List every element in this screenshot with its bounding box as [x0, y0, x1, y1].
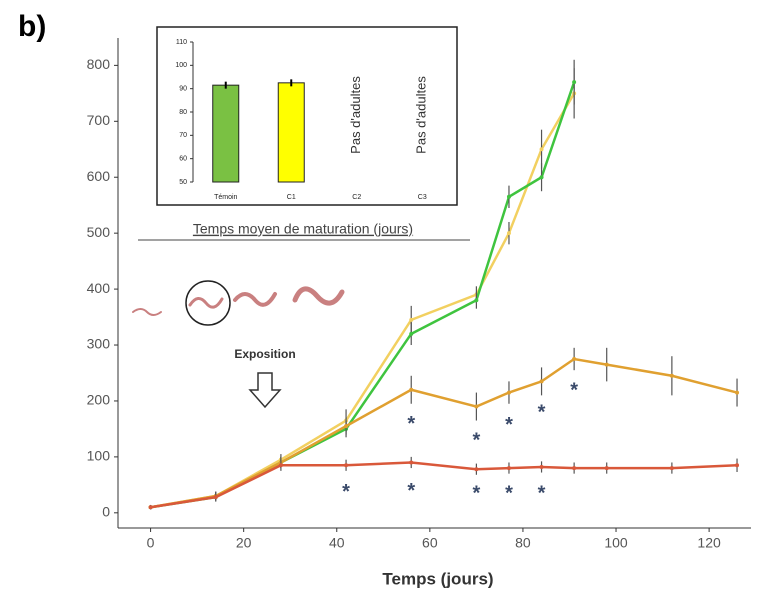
- x-axis-label: Temps (jours): [382, 569, 493, 588]
- significance-mark: *: [407, 413, 415, 435]
- worm-illustration: [132, 280, 345, 326]
- y-tick-label: 200: [87, 392, 111, 408]
- point: [409, 317, 414, 322]
- series-line: [150, 357, 738, 509]
- exposition-label: Exposition: [234, 347, 295, 361]
- significance-mark: *: [407, 480, 415, 502]
- y-tick-label: 600: [87, 168, 111, 184]
- x-tick-label: 0: [147, 535, 155, 551]
- inset-category-label: C3: [418, 194, 427, 201]
- x-tick-label: 40: [329, 535, 345, 551]
- y-tick-label: 500: [87, 224, 111, 240]
- point: [735, 463, 740, 468]
- inset-category-label: Témoin: [214, 194, 237, 201]
- point: [539, 147, 544, 152]
- y-tick-label: 800: [87, 56, 111, 72]
- inset-frame: [156, 26, 458, 206]
- point: [474, 298, 479, 303]
- x-tick-label: 20: [236, 535, 252, 551]
- inset-category-label: C1: [287, 194, 296, 201]
- inset-y-tick-label: 110: [176, 39, 187, 46]
- significance-mark: *: [472, 483, 480, 505]
- point: [572, 357, 577, 362]
- significance-mark: *: [505, 414, 513, 436]
- point: [506, 194, 511, 199]
- significance-mark: *: [472, 430, 480, 452]
- y-tick-label: 700: [87, 112, 111, 128]
- y-tick-label: 100: [87, 448, 111, 464]
- point: [506, 466, 511, 471]
- point: [506, 390, 511, 395]
- y-tick-label: 300: [87, 336, 111, 352]
- point: [669, 373, 674, 378]
- inset-y-tick-label: 50: [179, 179, 187, 186]
- y-tick-label: 400: [87, 280, 111, 296]
- point: [344, 463, 349, 468]
- inset-no-data-label: Pas d'adultes: [348, 76, 363, 154]
- inset-y-tick-label: 60: [179, 156, 187, 163]
- point: [604, 362, 609, 367]
- inset-bar: [212, 84, 240, 183]
- point: [409, 387, 414, 392]
- point: [344, 424, 349, 429]
- point: [278, 463, 283, 468]
- point: [669, 466, 674, 471]
- significance-mark: *: [342, 481, 350, 503]
- point: [735, 390, 740, 395]
- significance-mark: *: [538, 483, 546, 505]
- x-tick-label: 120: [697, 535, 721, 551]
- point: [409, 460, 414, 465]
- point: [213, 495, 218, 500]
- panel-label: b): [18, 10, 46, 43]
- point: [539, 175, 544, 180]
- inset-y-tick-label: 80: [179, 109, 187, 116]
- point: [506, 231, 511, 236]
- point: [539, 464, 544, 469]
- point: [572, 466, 577, 471]
- point: [474, 404, 479, 409]
- significance-mark: *: [570, 379, 578, 401]
- point: [409, 331, 414, 336]
- inset-bar: [277, 82, 305, 183]
- x-tick-label: 80: [515, 535, 531, 551]
- inset-no-data-label: Pas d'adultes: [414, 76, 429, 154]
- point: [539, 379, 544, 384]
- x-tick-label: 100: [604, 535, 628, 551]
- x-tick-label: 60: [422, 535, 438, 551]
- significance-mark: *: [505, 483, 513, 505]
- y-tick-label: 0: [102, 504, 110, 520]
- inset-y-tick-label: 90: [179, 86, 187, 93]
- inset-caption: Temps moyen de maturation (jours): [193, 221, 413, 237]
- inset-y-tick-label: 70: [179, 132, 187, 139]
- point: [572, 80, 577, 85]
- inset-y-tick-label: 100: [175, 62, 187, 69]
- exposition-arrow: [248, 372, 282, 409]
- point: [148, 505, 153, 510]
- point: [474, 467, 479, 472]
- point: [604, 466, 609, 471]
- significance-mark: *: [538, 402, 546, 424]
- series-line: [150, 461, 738, 509]
- inset-category-label: C2: [352, 194, 361, 201]
